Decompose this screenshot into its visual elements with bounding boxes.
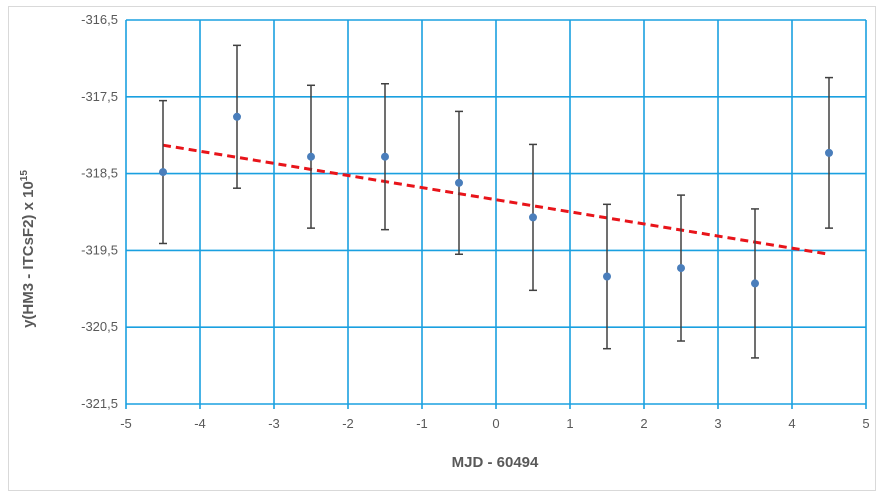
x-tick-label: 0 xyxy=(492,416,499,431)
chart-frame: -316,5 -317,5 -318,5 -319,5 -320,5 -321,5 -5 -4… xyxy=(8,6,876,491)
tick-labels: -316,5 -317,5 -318,5 -319,5 -320,5 -321,5-5 -4… xyxy=(81,12,869,431)
data-point xyxy=(455,178,463,187)
chart-svg: -316,5 -317,5 -318,5 -319,5 -320,5 -321,5-5 -4… xyxy=(19,12,870,471)
y-tick-label: -316,5 xyxy=(81,12,118,27)
x-tick-label: -5 xyxy=(120,416,132,431)
data-point xyxy=(381,152,389,161)
data-point xyxy=(233,112,241,121)
y-axis-title: y(HM3 - ITCsF2) x 1015 xyxy=(19,170,37,328)
x-tick-label: -1 xyxy=(416,416,428,431)
data-point xyxy=(677,264,685,273)
y-axis-title-base: y(HM3 - ITCsF2) x 10 xyxy=(20,181,37,328)
x-tick-label: 1 xyxy=(566,416,573,431)
x-tick-label: -2 xyxy=(342,416,354,431)
trendline xyxy=(162,143,830,256)
data-point xyxy=(529,213,537,222)
data-point xyxy=(825,148,833,157)
grid xyxy=(125,19,867,409)
y-axis-title-exponent: 15 xyxy=(19,170,30,182)
y-tick-label: -321,5 xyxy=(81,396,118,411)
x-tick-label: 2 xyxy=(640,416,647,431)
trendline-layer xyxy=(162,143,830,256)
x-tick-label: -3 xyxy=(268,416,280,431)
x-axis-title: MJD - 60494 xyxy=(452,454,539,471)
x-tick-label: 3 xyxy=(714,416,721,431)
data-point xyxy=(307,152,315,161)
y-tick-label: -319,5 xyxy=(81,242,118,257)
y-tick-label: -317,5 xyxy=(81,89,118,104)
y-tick-label: -320,5 xyxy=(81,319,118,334)
data-point xyxy=(159,168,167,177)
data-point xyxy=(751,279,759,288)
x-tick-label: 4 xyxy=(788,416,795,431)
x-tick-label: -4 xyxy=(194,416,206,431)
data-point xyxy=(603,272,611,281)
y-tick-label: -318,5 xyxy=(81,166,118,181)
data-points xyxy=(159,112,833,288)
x-tick-label: 5 xyxy=(862,416,869,431)
